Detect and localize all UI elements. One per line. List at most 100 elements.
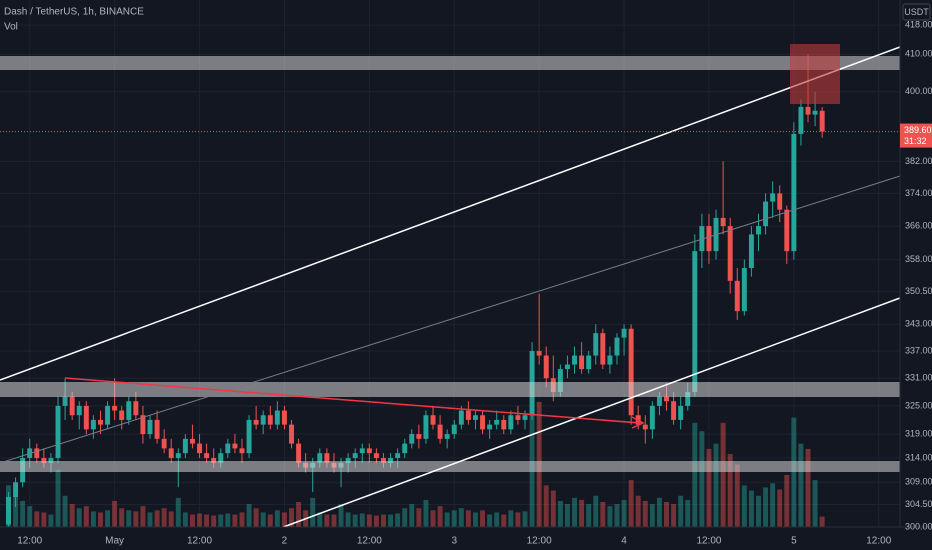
candle-body [119, 410, 125, 420]
x-tick-label: 3 [451, 536, 457, 547]
candle-body [69, 396, 75, 416]
y-tick-label: 374.00 [905, 188, 932, 198]
volume-bar [90, 511, 96, 527]
candle-body [564, 364, 570, 370]
candle-body [678, 405, 684, 420]
candle-body [352, 453, 358, 458]
volume-bar [331, 514, 337, 527]
x-tick-label: 12:00 [357, 536, 382, 547]
candle-body [706, 226, 712, 252]
y-tick-label: 325.00 [905, 400, 932, 410]
volume-bar [494, 512, 500, 527]
candle-body [402, 443, 408, 454]
volume-bar [635, 495, 641, 527]
volume-bar [692, 422, 698, 527]
candle-body [133, 401, 139, 416]
y-tick-label: 382.00 [905, 156, 932, 166]
candle-body [423, 415, 429, 439]
y-tick-label: 358.00 [905, 254, 932, 264]
candle-body [76, 405, 82, 416]
volume-bar [69, 504, 75, 527]
volume-bar [586, 504, 592, 527]
candle-body [812, 110, 818, 115]
volume-bar [289, 508, 294, 527]
y-tick-label: 304.50 [905, 499, 932, 509]
candle-body [296, 443, 302, 463]
candle-body [727, 226, 733, 281]
volume-bar [805, 448, 811, 527]
volume-bar [211, 515, 217, 527]
candle-body [359, 448, 365, 454]
volume-bar [147, 512, 153, 527]
y-tick-label: 400.00 [905, 86, 932, 96]
channel-bottom [269, 297, 901, 533]
volume-bar [409, 504, 415, 527]
volume-bar [550, 490, 556, 527]
candle-body [791, 133, 797, 252]
candle-body [182, 438, 188, 454]
candle-body [748, 234, 754, 269]
y-tick-label: 366.00 [905, 221, 932, 231]
y-tick-label: 343.00 [905, 319, 932, 329]
volume-bar [451, 510, 457, 527]
candle-body [381, 457, 386, 463]
volume-bar [557, 500, 563, 527]
candle-body [628, 328, 634, 416]
volume-bar [465, 510, 471, 527]
candle-body [324, 453, 330, 463]
x-tick-label: 12:00 [866, 536, 891, 547]
candle-body [465, 410, 471, 420]
y-tick-label: 331.00 [905, 373, 932, 383]
candle-body [784, 209, 790, 252]
volume-bar [395, 513, 401, 527]
candle-body [161, 438, 167, 449]
candle-body [522, 415, 528, 420]
volume-bar [267, 514, 273, 527]
candle-body [373, 453, 379, 458]
volume-bar [388, 514, 394, 527]
volume-bar [112, 500, 118, 527]
volume-bar [352, 514, 358, 527]
volume-bar [105, 510, 111, 527]
volume-bar [713, 443, 719, 527]
drawings [0, 44, 901, 533]
candle-body [281, 410, 287, 425]
volume-bar [812, 480, 818, 527]
candle-body [593, 333, 599, 356]
last-price-tag [900, 123, 932, 148]
volume-bar [239, 512, 245, 527]
channel-mid [0, 175, 901, 464]
candle-body [225, 443, 231, 454]
volume-bar [366, 514, 372, 527]
candle-body [444, 434, 450, 439]
candle-body [289, 424, 294, 444]
volume-bar [232, 514, 238, 527]
volume-bar [748, 490, 754, 527]
volume-bar [487, 514, 493, 527]
volume-bar [62, 495, 68, 527]
candle-body [48, 457, 54, 463]
x-tick-label: 12:00 [696, 536, 721, 547]
volume-bar [685, 499, 691, 527]
time-axis [0, 527, 932, 550]
candle-body [90, 419, 96, 430]
candle-body [154, 419, 160, 439]
x-tick-label: 12:00 [17, 536, 42, 547]
candle-body [267, 415, 273, 425]
volume-bar [564, 504, 570, 527]
candle-body [642, 424, 648, 430]
candle-body [416, 434, 422, 439]
candle-body [685, 391, 691, 406]
candle-body [756, 226, 761, 235]
x-tick-label: 5 [791, 536, 797, 547]
candle-body [409, 434, 415, 444]
volume-bar [41, 512, 47, 527]
candle-body [508, 415, 514, 430]
volume-bar [218, 514, 224, 527]
last-price-label: 389.60 [904, 125, 932, 135]
volume-bar [126, 510, 132, 527]
y-tick-label: 350.50 [905, 286, 932, 296]
candle-body [536, 351, 542, 356]
axis-labels: 300.00 304.50 309.00 314.00 319.00 325.00 331.… [17, 20, 932, 547]
volume-bar [119, 508, 125, 527]
